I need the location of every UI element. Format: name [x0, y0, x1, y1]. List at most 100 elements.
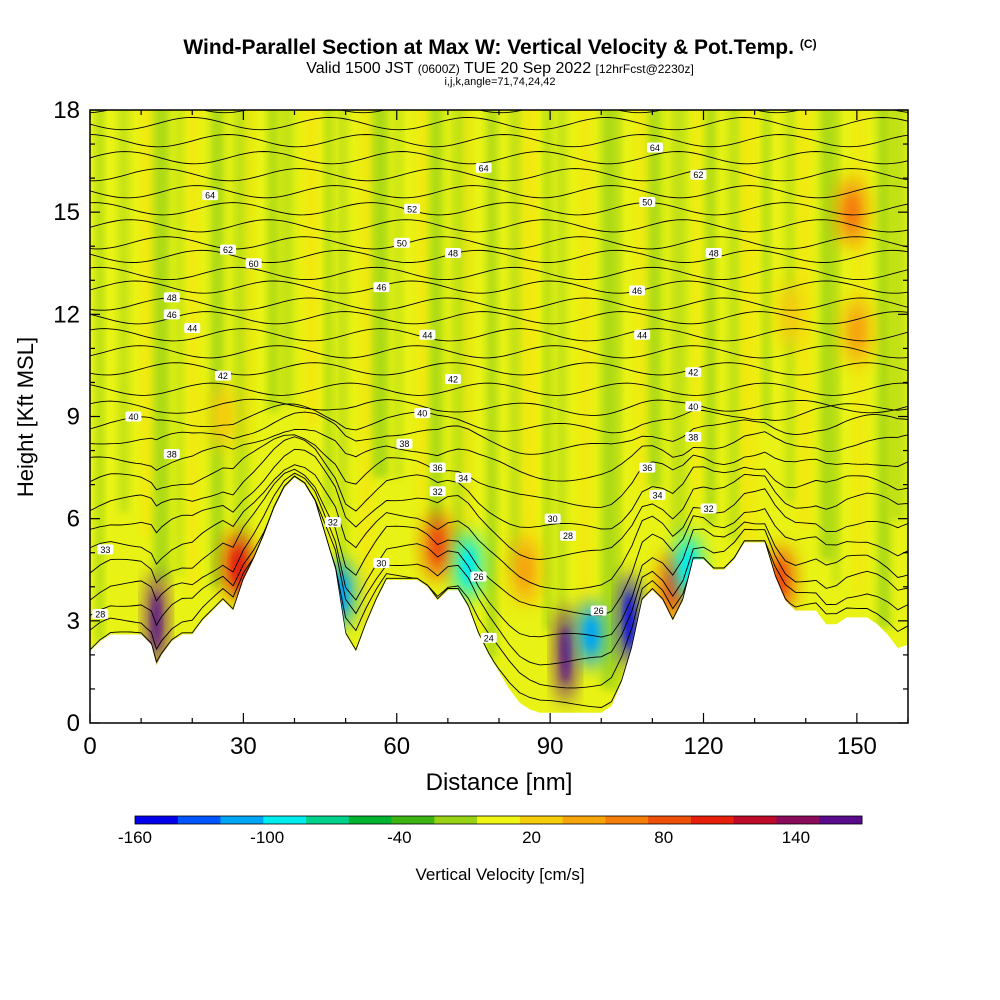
velocity-streak	[210, 110, 224, 589]
velocity-cell-core	[232, 550, 245, 583]
contour-label-text: 30	[376, 558, 386, 568]
chart-title: Wind-Parallel Section at Max W: Vertical…	[0, 36, 1000, 60]
title-mark: (C)	[799, 37, 817, 51]
velocity-streak	[337, 110, 348, 589]
colorbar-tick-label: 80	[654, 828, 673, 847]
velocity-cell-core	[216, 400, 229, 433]
velocity-streak	[601, 110, 618, 690]
chart-subtitle: Valid 1500 JST (0600Z) TUE 20 Sep 2022 […	[0, 60, 1000, 78]
velocity-cell-core	[625, 592, 634, 649]
theta-contour	[90, 382, 908, 396]
theta-contour	[90, 219, 908, 233]
velocity-streak	[302, 110, 319, 427]
contour-label-box	[373, 282, 390, 293]
contour-label-text: 38	[688, 432, 698, 442]
velocity-streak	[372, 110, 389, 478]
contour-label: 42	[685, 367, 702, 378]
velocity-streak	[394, 110, 402, 478]
colorbar-swatch	[177, 816, 221, 824]
velocity-streak	[188, 110, 199, 594]
colorbar-swatch	[690, 816, 735, 824]
contour-label-box	[649, 489, 666, 500]
velocity-streak	[578, 110, 592, 672]
colorbar-swatch	[135, 816, 179, 824]
contour-label-box	[544, 513, 561, 524]
contour-label-box	[245, 258, 262, 269]
velocity-streak	[360, 110, 374, 630]
velocity-streak	[877, 110, 891, 629]
contour-label: 38	[163, 448, 180, 459]
theta-contour	[90, 134, 908, 148]
velocity-cell-core	[784, 298, 797, 331]
velocity-streak	[452, 110, 469, 550]
contour-label-text: 64	[479, 163, 489, 173]
contour-label-text: 50	[642, 197, 652, 207]
colorbar-tick-label: -100	[250, 828, 284, 847]
theta-contour	[90, 117, 908, 131]
colorbar-swatch	[391, 816, 435, 824]
contour-label-text: 42	[688, 368, 698, 378]
contour-label-box	[202, 190, 219, 201]
contour-label-text: 40	[128, 412, 138, 422]
colorbar-swatch	[477, 816, 521, 824]
contour-label-text: 36	[642, 463, 652, 473]
contour-label-box	[184, 322, 201, 333]
valid-utc: (0600Z)	[417, 62, 460, 76]
velocity-streak	[613, 110, 621, 692]
theta-contour	[90, 472, 908, 638]
colorbar-tick-label: 140	[782, 828, 810, 847]
contour-label-text: 48	[167, 293, 177, 303]
contour-label: 32	[429, 486, 446, 497]
theta-contour	[90, 429, 908, 482]
theta-contour	[90, 185, 908, 199]
contour-label: 40	[125, 411, 142, 422]
colorbar-swatch	[306, 816, 350, 824]
velocity-streak	[233, 110, 250, 599]
contour-label-box	[163, 292, 180, 303]
contour-label-box	[646, 142, 663, 153]
y-tick-label: 3	[67, 608, 80, 635]
theta-contour	[90, 398, 908, 416]
theta-contour	[90, 475, 908, 689]
contour-label-box	[214, 370, 231, 381]
contour-label-text: 38	[399, 439, 409, 449]
theta-contour	[90, 311, 908, 325]
contour-label-text: 62	[223, 245, 233, 255]
contour-label: 33	[97, 544, 114, 555]
contour-label-text: 38	[167, 449, 177, 459]
contour-label: 64	[475, 162, 492, 173]
contour-label-box	[396, 438, 413, 449]
grid-indices: i,j,k,angle=71,74,24,42	[444, 76, 556, 88]
colorbar-label: Vertical Velocity [cm/s]	[415, 865, 584, 884]
colorbar-swatch	[562, 816, 606, 824]
valid-time: Valid 1500 JST	[306, 60, 414, 77]
contour-label-box	[324, 517, 341, 528]
velocity-streak	[429, 110, 443, 534]
contour-label-box	[404, 203, 421, 214]
theta-contour	[90, 280, 908, 294]
colorbar-swatch	[519, 816, 563, 824]
contour-label-box	[92, 609, 109, 620]
contour-label-text: 28	[563, 531, 573, 541]
contour-label-box	[634, 329, 651, 340]
contour-label-text: 30	[548, 514, 558, 524]
contour-label: 60	[245, 258, 262, 269]
contour-label: 30	[373, 557, 390, 568]
theta-contour	[90, 436, 908, 530]
contour-label-text: 32	[328, 518, 338, 528]
contour-label-text: 26	[594, 606, 604, 616]
theta-contour	[90, 403, 908, 434]
contour-label: 62	[690, 169, 707, 180]
y-tick-label: 6	[67, 506, 80, 533]
theta-contour	[90, 448, 908, 560]
theta-contour	[90, 328, 908, 342]
contour-label-box	[480, 632, 497, 643]
contour-label: 30	[544, 513, 561, 524]
x-tick-label: 150	[837, 733, 877, 760]
velocity-cell-core	[585, 618, 598, 651]
contour-label: 28	[560, 530, 577, 541]
contour-label-box	[163, 448, 180, 459]
colorbar-swatch	[819, 816, 863, 824]
y-tick-label: 9	[67, 404, 80, 431]
colorbar-swatch	[263, 816, 307, 824]
